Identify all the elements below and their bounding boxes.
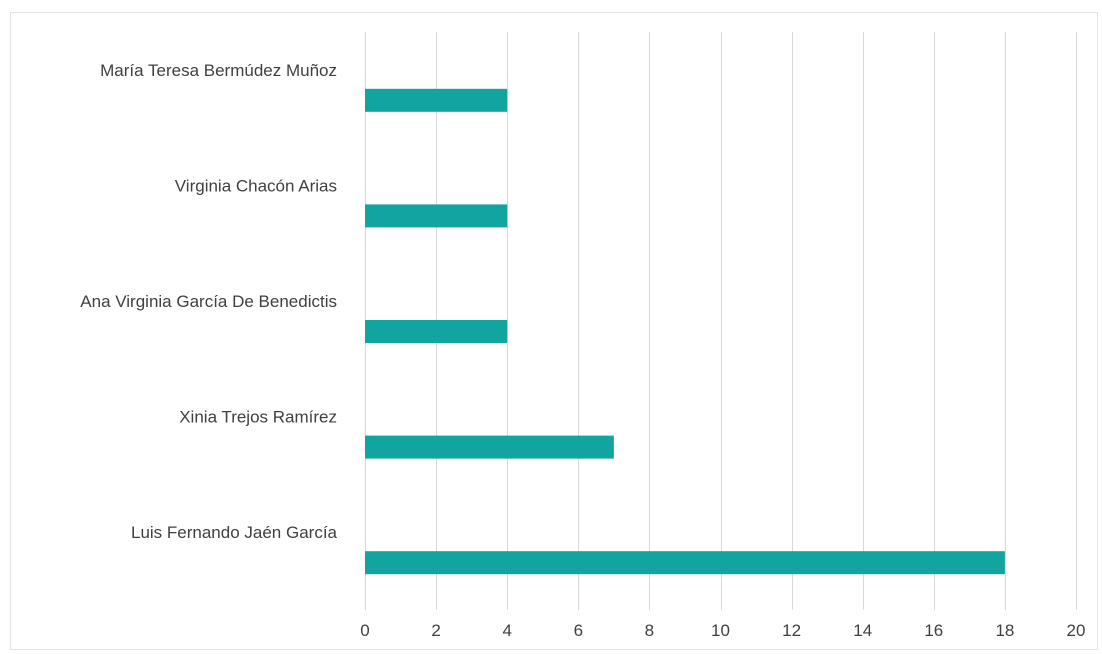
bar-3	[365, 435, 614, 459]
x-tick-label: 14	[853, 621, 872, 640]
x-tick-label: 0	[360, 621, 369, 640]
bar-0	[365, 88, 508, 112]
x-tick-label: 18	[995, 621, 1014, 640]
x-tick-label: 6	[574, 621, 583, 640]
category-label: Xinia Trejos Ramírez	[179, 408, 337, 427]
chart-frame	[10, 12, 1098, 650]
grid-lines	[365, 32, 1077, 610]
x-tick-label: 20	[1067, 621, 1086, 640]
bar-2	[365, 320, 508, 343]
x-tick-label: 10	[711, 621, 730, 640]
category-label: Virginia Chacón Arias	[175, 176, 337, 195]
bar-4	[365, 551, 1005, 575]
category-label: Ana Virginia García De Benedictis	[80, 292, 337, 311]
x-tick-label: 2	[431, 621, 440, 640]
x-tick-labels: 0 2 4 6 8 10 12 14 16 18 20	[360, 621, 1085, 640]
category-label: Luis Fernando Jaén García	[131, 523, 338, 542]
x-tick-label: 8	[645, 621, 654, 640]
bar-1	[365, 204, 508, 228]
bars	[365, 88, 1005, 575]
x-tick-label: 4	[502, 621, 511, 640]
x-tick-label: 16	[924, 621, 943, 640]
x-tick-label: 12	[782, 621, 801, 640]
category-label: María Teresa Bermúdez Muñoz	[100, 61, 337, 80]
category-labels: María Teresa Bermúdez Muñoz Virginia Chac…	[80, 61, 337, 542]
